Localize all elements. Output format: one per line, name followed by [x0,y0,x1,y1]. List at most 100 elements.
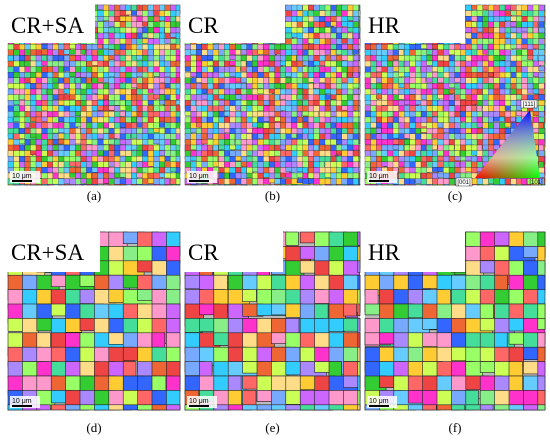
grain [164,105,171,112]
grain [313,111,319,118]
grain [291,133,297,139]
grain [52,128,60,134]
label-background [7,4,95,43]
grain [510,38,517,46]
grain [538,66,546,72]
grain [471,133,478,140]
grain [69,72,76,77]
grain [364,139,372,145]
grain [257,122,264,128]
grain [285,72,292,77]
grain [482,122,489,129]
grain [432,133,439,139]
grain [246,150,253,156]
grain [376,128,382,134]
grain [358,72,361,77]
grain [398,49,404,56]
grain [448,72,456,79]
grain [142,44,149,51]
grain [175,49,181,56]
grain [432,184,438,186]
grain [114,21,121,28]
grain [336,60,342,68]
grain [460,133,467,140]
grain [24,122,30,128]
grain [41,60,48,66]
grain [357,260,361,273]
grain [482,184,488,186]
grain-map: CR+SA 10 μm [7,4,181,186]
grain [544,144,546,150]
grain [142,21,148,27]
grain [159,116,166,122]
grain [30,133,37,139]
grain [330,72,337,78]
grain [175,100,181,105]
ipf-label: [101] [529,180,543,186]
grain-map: HR 10 μm [364,231,546,411]
grain [538,60,546,66]
grain [409,178,415,186]
grain [196,128,202,134]
grain [336,111,343,118]
grain [207,105,213,112]
grain [516,32,522,40]
grain [538,16,546,22]
grain [460,77,467,84]
grain [69,178,77,186]
grain [103,94,109,100]
grain [499,116,505,122]
grain [493,133,500,141]
grain [358,38,361,45]
panel-label: CR [188,240,219,265]
grain [336,167,342,174]
grain-map: CR 10 μm [184,231,361,411]
grain [7,133,14,139]
grain [504,49,511,56]
grain [422,318,439,330]
grain [213,303,228,319]
grain [476,156,483,163]
grain [69,184,76,186]
label-background [184,4,285,43]
grain [35,111,42,118]
grain [448,128,456,135]
ipf-label-box [520,99,538,109]
grain [482,66,489,73]
grain [488,184,494,186]
grain [170,94,177,101]
grain [398,184,405,186]
grain [224,133,231,140]
grain [443,184,450,186]
grain [108,139,115,145]
label-background [364,4,465,43]
grain [235,105,241,111]
grain [80,133,87,140]
grain [488,72,494,77]
grain [164,178,170,186]
grain [523,289,541,306]
grain [537,274,546,292]
grain [538,116,546,123]
grain [482,94,489,101]
grain [91,105,99,111]
grain [119,111,126,117]
grain [147,94,157,106]
grain-map: CR+SA 10 μm [7,231,181,411]
grain [153,128,160,133]
panel-caption: (e) [265,420,279,435]
grain [358,167,361,172]
grain [131,116,137,123]
grain [175,94,181,100]
grain [201,88,208,94]
grain [376,122,382,128]
grain [41,44,48,50]
panel-caption: (c) [448,188,462,203]
grain [544,72,546,79]
grain [196,44,202,50]
panel-caption: (a) [87,188,101,203]
grain [324,49,331,55]
grain [358,172,361,180]
grain [166,274,181,291]
grain [537,318,546,330]
